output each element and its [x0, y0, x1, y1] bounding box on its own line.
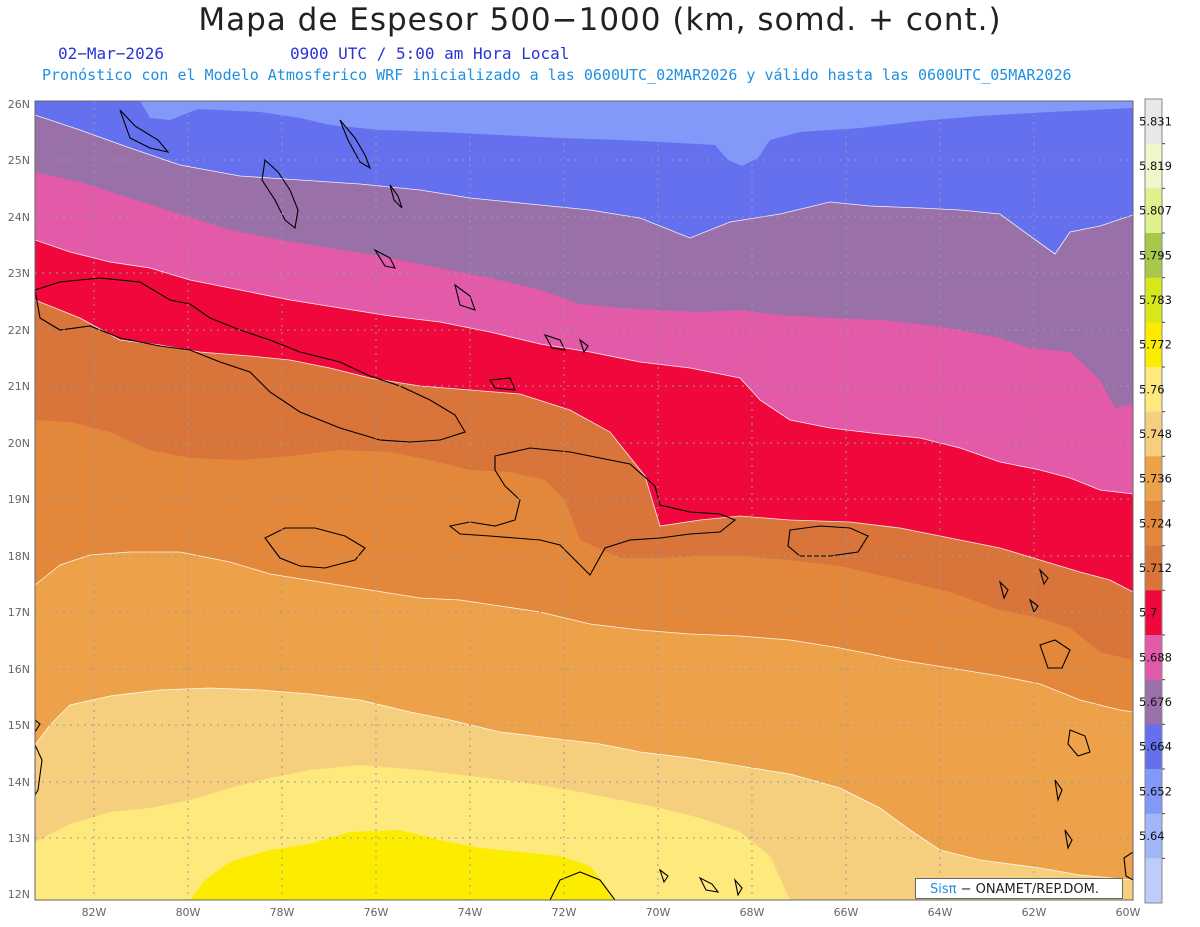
colorbar-swatch — [1145, 635, 1162, 681]
band-5-783 — [190, 830, 615, 900]
colorbar-swatch — [1145, 233, 1162, 279]
colorbar-label: 5.76 — [1139, 382, 1165, 396]
band-5-772 — [35, 765, 790, 900]
lon-label: 76W — [364, 906, 389, 919]
colorbar-swatch — [1145, 545, 1162, 591]
colorbar-swatch — [1145, 188, 1162, 234]
lon-label: 70W — [646, 906, 671, 919]
lon-label: 80W — [176, 906, 201, 919]
forecast-time: 0900 UTC / 5:00 am Hora Local — [290, 44, 570, 63]
colorbar-swatch — [1145, 769, 1162, 815]
colorbar-swatch — [1145, 456, 1162, 502]
colorbar-swatch — [1145, 501, 1162, 547]
graticule — [35, 101, 1133, 900]
central-america-outline — [35, 719, 43, 797]
thickness-map[interactable]: 26N 25N 24N 23N 22N 21N 20N 19N 18N 17N … — [0, 90, 1200, 927]
credit-box: Sisπ − ONAMET/REP.DOM. — [915, 878, 1123, 899]
credit-brand: Sisπ — [930, 882, 957, 897]
lat-label: 14N — [8, 776, 30, 789]
lon-labels: 82W 80W 78W 76W 74W 72W 70W 68W 66W 64W … — [82, 906, 1141, 919]
map-title: Mapa de Espesor 500−1000 (km, somd. + co… — [198, 2, 1002, 38]
colorbar-swatch — [1145, 322, 1162, 368]
colorbar-label: 5.807 — [1139, 204, 1172, 218]
lat-label: 21N — [8, 380, 30, 393]
lat-label: 15N — [8, 719, 30, 732]
lon-label: 78W — [270, 906, 295, 919]
lon-label: 60W — [1116, 906, 1141, 919]
small-islands-outline — [489, 334, 589, 391]
lon-label: 74W — [458, 906, 483, 919]
colorbar-swatch — [1145, 277, 1162, 323]
model-info: Pronóstico con el Modelo Atmosferico WRF… — [42, 66, 1072, 84]
colorbar-label: 5.748 — [1139, 427, 1172, 441]
lat-label: 20N — [8, 437, 30, 450]
colorbar-label: 5.795 — [1139, 248, 1172, 262]
lat-label: 26N — [8, 98, 30, 111]
colorbar-label: 5.831 — [1139, 114, 1172, 128]
lat-label: 12N — [8, 888, 30, 901]
colorbar-label: 5.688 — [1139, 650, 1172, 664]
lat-label: 24N — [8, 211, 30, 224]
puerto-rico-outline — [787, 525, 869, 557]
coastlines — [35, 109, 1133, 900]
colorbar-label: 5.664 — [1139, 740, 1172, 754]
colorbar-label: 5.736 — [1139, 472, 1172, 486]
colorbar-label: 5.783 — [1139, 293, 1172, 307]
lat-label: 19N — [8, 493, 30, 506]
hispaniola-outline — [448, 447, 737, 576]
bahamas-outline — [119, 109, 476, 311]
lon-label: 68W — [740, 906, 765, 919]
lat-labels: 26N 25N 24N 23N 22N 21N 20N 19N 18N 17N … — [8, 98, 30, 901]
lon-label: 66W — [834, 906, 859, 919]
colorbar-swatch — [1145, 590, 1162, 636]
colorbar-label: 5.64 — [1139, 829, 1165, 843]
forecast-date: 02−Mar−2026 — [58, 44, 164, 63]
south-coast-outline — [549, 868, 743, 900]
lon-label: 72W — [552, 906, 577, 919]
colorbar-label: 5.819 — [1139, 159, 1172, 173]
cuba-outline — [35, 277, 466, 443]
lat-label: 25N — [8, 154, 30, 167]
lon-label: 62W — [1022, 906, 1047, 919]
colorbar-swatch — [1145, 99, 1162, 145]
colorbar-label: 5.724 — [1139, 516, 1172, 530]
colorbar-label: 5.652 — [1139, 784, 1172, 798]
lon-label: 82W — [82, 906, 107, 919]
colorbar-swatch — [1145, 813, 1162, 859]
lat-label: 17N — [8, 606, 30, 619]
lesser-antilles-outline — [998, 568, 1133, 881]
colorbar: 5.831 5.819 5.807 5.795 5.783 5.772 5.76 5.748 5… — [1139, 98, 1172, 904]
credit-text: − ONAMET/REP.DOM. — [956, 882, 1100, 897]
colorbar-label: 5.676 — [1139, 695, 1172, 709]
colorbar-swatch — [1145, 143, 1162, 189]
colorbar-label: 5.712 — [1139, 561, 1172, 575]
lat-label: 23N — [8, 267, 30, 280]
colorbar-swatch — [1145, 411, 1162, 457]
lat-label: 22N — [8, 324, 30, 337]
jamaica-outline — [264, 527, 366, 569]
colorbar-swatch — [1145, 679, 1162, 725]
thickness-bands — [35, 101, 1133, 900]
map-frame — [34, 100, 1134, 901]
colorbar-swatch — [1145, 367, 1162, 413]
lat-label: 18N — [8, 550, 30, 563]
colorbar-label: 5.7 — [1139, 606, 1157, 620]
colorbar-label: 5.772 — [1139, 338, 1172, 352]
lon-label: 64W — [928, 906, 953, 919]
colorbar-swatch — [1145, 858, 1162, 904]
colorbar-swatch — [1145, 724, 1162, 770]
lat-label: 16N — [8, 663, 30, 676]
lat-label: 13N — [8, 832, 30, 845]
